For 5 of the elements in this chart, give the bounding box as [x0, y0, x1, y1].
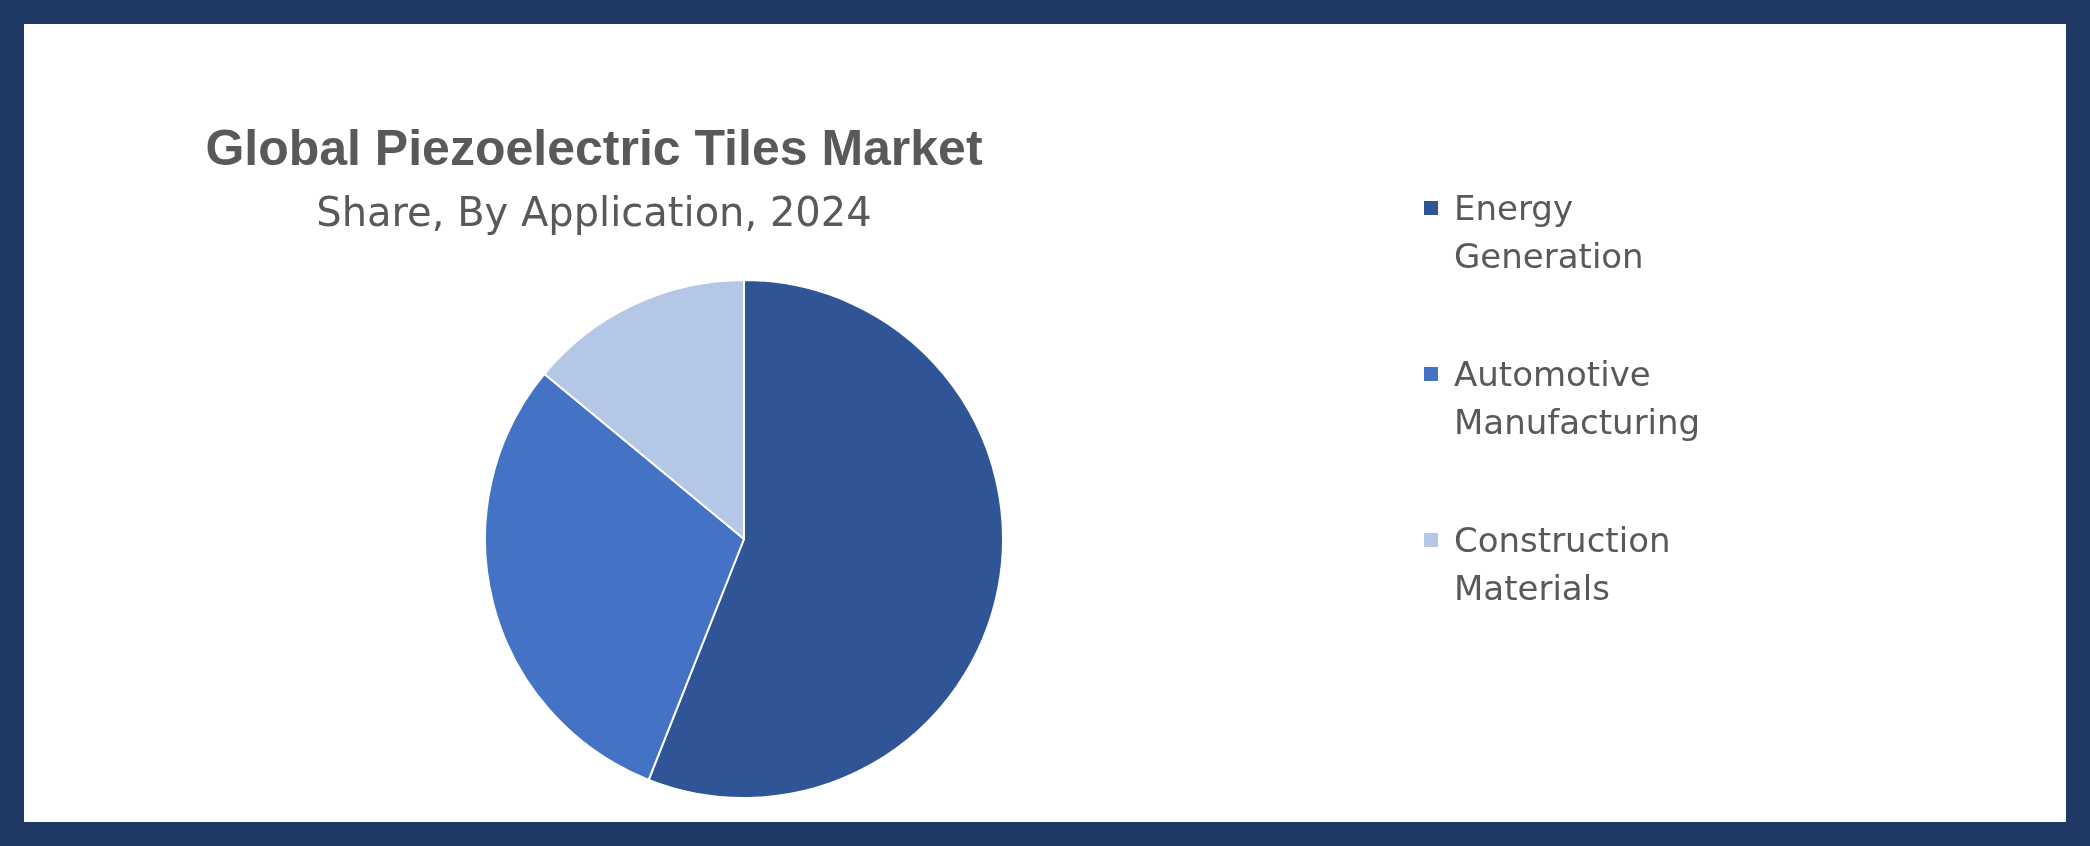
chart-title: Global Piezoelectric Tiles Market [204, 119, 984, 177]
legend-label: Construction Materials [1454, 519, 1672, 610]
legend-label: Energy Generation [1454, 187, 1645, 278]
legend-label: Automotive Manufacturing [1454, 353, 1702, 444]
chart-subtitle: Share, By Application, 2024 [315, 189, 873, 235]
